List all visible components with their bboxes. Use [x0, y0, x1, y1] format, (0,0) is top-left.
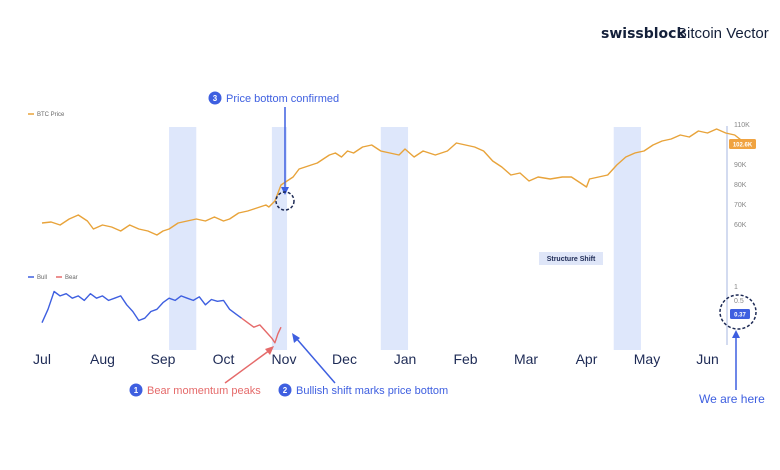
momentum-tick-0.5: 0.5 — [734, 298, 744, 305]
annotation-2-text: Bullish shift marks price bottom — [296, 385, 448, 397]
btc-price-line — [41, 128, 742, 236]
structure-shift-bg — [539, 252, 603, 265]
annotation-3-text: Price bottom confirmed — [226, 93, 339, 105]
brand-logo: swissblock — [601, 26, 686, 42]
price-tick-60K: 60K — [734, 222, 747, 229]
price-legend: BTC Price — [28, 112, 65, 118]
annotation-1-badge — [129, 383, 143, 397]
bear-line — [241, 317, 282, 344]
month-label-jul: Jul — [33, 351, 51, 367]
month-label-nov: Nov — [272, 351, 297, 367]
highlight-region-4 — [613, 127, 641, 350]
annotation-2-badge — [278, 383, 292, 397]
price-tick-80K: 80K — [734, 182, 747, 189]
x-axis: Jul Aug Sep Oct Nov Dec Jan Feb Mar Apr May Jun — [33, 351, 719, 367]
annotation-3-arrowhead — [281, 187, 289, 195]
momentum-legend: Bull Bear — [28, 275, 78, 281]
annotation-3: 3 Price bottom confirmed — [208, 91, 339, 211]
we-are-here-text: We are here — [699, 392, 765, 406]
annotation-3-badge — [208, 91, 222, 105]
structure-shift-label: Structure Shift — [539, 252, 603, 265]
last-price-label: 102.6K — [733, 143, 753, 149]
price-tick-110K: 110K — [734, 122, 750, 129]
price-bottom-circle — [275, 191, 295, 211]
highlight-regions — [169, 126, 728, 350]
month-label-oct: Oct — [213, 351, 235, 367]
momentum-value-label: 0.37 — [734, 313, 746, 319]
price-tick-70K: 70K — [734, 202, 747, 209]
month-label-mar: Mar — [514, 351, 538, 367]
annotation-1: 1 Bear momentum peaks — [129, 346, 274, 397]
month-label-aug: Aug — [90, 351, 115, 367]
annotation-2-number: 2 — [283, 386, 288, 395]
series-lines — [41, 128, 742, 344]
month-label-apr: Apr — [576, 351, 598, 367]
month-label-dec: Dec — [332, 351, 357, 367]
price-tick-90K: 90K — [734, 162, 747, 169]
structure-shift-text: Structure Shift — [547, 256, 596, 263]
we-are-here-arrowhead — [732, 330, 740, 338]
annotation-1-number: 1 — [134, 386, 139, 395]
price-legend-label: BTC Price — [37, 112, 65, 118]
momentum-value-badge: 0.37 — [730, 309, 750, 319]
month-label-may: May — [634, 351, 660, 367]
brand-product: Bitcoin Vector — [677, 25, 769, 42]
annotation-1-arrow — [224, 349, 271, 384]
bear-legend-label: Bear — [65, 275, 78, 281]
annotation-2: 2 Bullish shift marks price bottom — [278, 333, 448, 397]
annotation-we-are-here: We are here — [699, 294, 765, 406]
month-label-sep: Sep — [151, 351, 176, 367]
annotation-2-arrow — [295, 337, 336, 384]
momentum-tick-1: 1 — [734, 284, 738, 291]
month-label-feb: Feb — [453, 351, 477, 367]
we-are-here-circle — [719, 294, 757, 330]
annotation-1-arrowhead — [265, 346, 274, 355]
highlight-region-1 — [169, 127, 197, 350]
highlight-region-3 — [380, 127, 409, 350]
bull-legend-label: Bull — [37, 275, 47, 281]
last-price-badge-bg — [729, 139, 756, 149]
annotation-2-arrowhead — [292, 333, 300, 343]
momentum-value-badge-bg — [730, 309, 750, 319]
bull-line — [41, 290, 243, 323]
price-axis: 60K 70K 80K 90K 110K — [734, 122, 750, 229]
annotation-3-number: 3 — [213, 94, 218, 103]
last-price-badge: 102.6K — [729, 139, 756, 149]
annotation-1-text: Bear momentum peaks — [147, 385, 261, 397]
month-label-jun: Jun — [696, 351, 719, 367]
month-label-jan: Jan — [394, 351, 417, 367]
